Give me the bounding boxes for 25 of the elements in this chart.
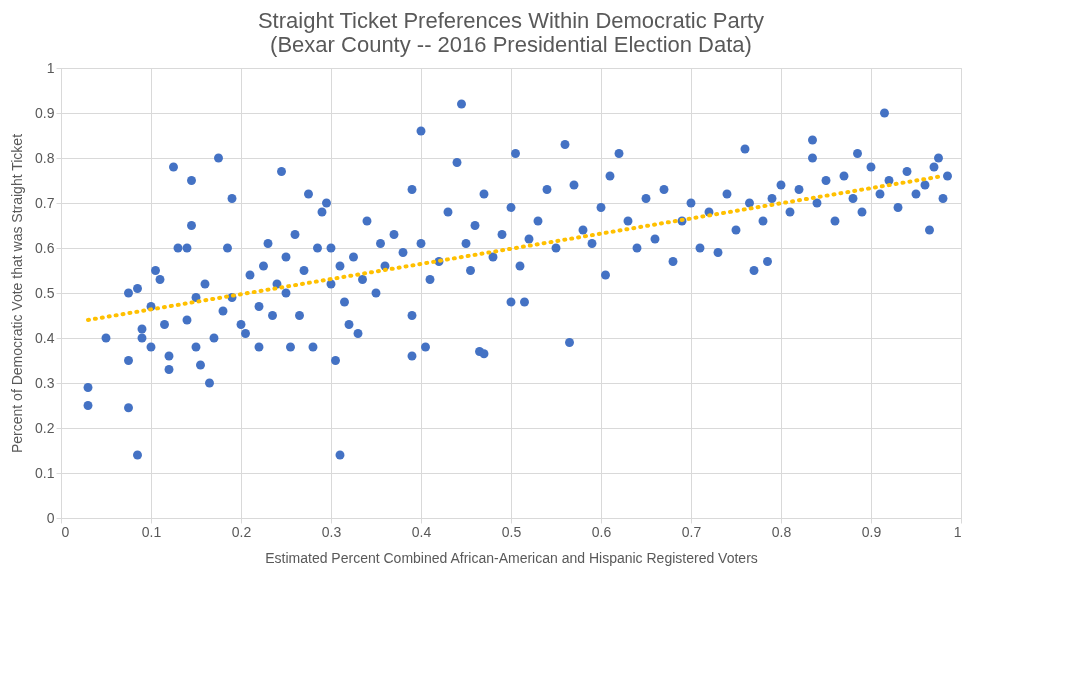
- x-tick-label: 1: [953, 523, 962, 540]
- x-tick-label: 0.6: [591, 523, 612, 540]
- y-tick-label: 0: [46, 509, 55, 526]
- chart-title: Straight Ticket Preferences Within Democratic Party (Bexar County -- 2016 Presidential Election Data): [257, 8, 765, 57]
- x-tick-label: 0: [61, 523, 70, 540]
- x-tick-label: 0.1: [141, 523, 162, 540]
- y-tick-label: 0.8: [35, 149, 55, 166]
- y-tick-label: 0.4: [35, 329, 55, 346]
- y-tick-label: 0.6: [35, 239, 55, 256]
- y-tick-label: 0.5: [35, 284, 55, 301]
- x-tick-label: 0.5: [501, 523, 522, 540]
- y-tick-label: 0.1: [35, 464, 55, 481]
- x-tick-label: 0.2: [231, 523, 252, 540]
- y-tick-label: 0.7: [35, 194, 55, 211]
- x-tick-label: 0.3: [321, 523, 342, 540]
- x-tick-label: 0.9: [861, 523, 882, 540]
- y-axis-title: Percent of Democratic Vote that was Straight Ticket: [9, 133, 26, 454]
- y-tick-label: 1: [46, 59, 55, 76]
- y-tick-label: 0.3: [35, 374, 55, 391]
- x-axis-title: Estimated Percent Combined African-American and Hispanic Registered Voters: [265, 549, 758, 566]
- y-tick-label: 0.2: [35, 419, 55, 436]
- y-tick-label: 0.9: [35, 104, 55, 121]
- x-tick-label: 0.7: [681, 523, 702, 540]
- x-tick-label: 0.8: [771, 523, 792, 540]
- x-tick-label: 0.4: [411, 523, 432, 540]
